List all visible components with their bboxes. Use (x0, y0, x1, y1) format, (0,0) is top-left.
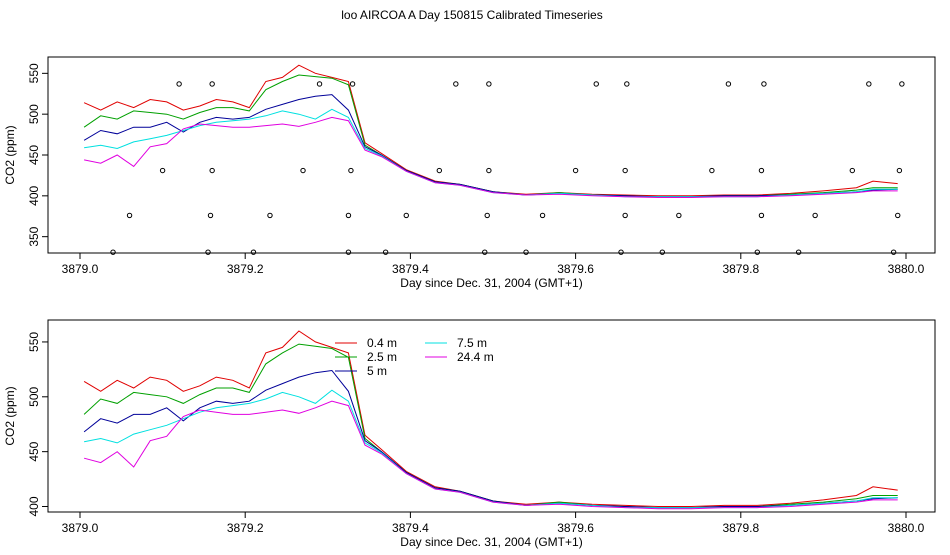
data-point (126, 212, 133, 219)
data-point (812, 212, 818, 219)
data-point (403, 212, 409, 219)
data-point (622, 167, 628, 174)
y-tick-label: 400 (27, 186, 41, 206)
series-line-5 (84, 116, 898, 198)
series-line-3 (83, 369, 898, 509)
data-point (486, 167, 492, 174)
plot-frame (47, 56, 936, 254)
series-line-1 (83, 330, 898, 507)
legend: 0.4 m2.5 m5 m 7.5 m24.4 m (335, 336, 494, 378)
x-axis-label: Day since Dec. 31, 2004 (GMT+1) (400, 535, 582, 549)
y-tick-label: 550 (27, 332, 41, 352)
data-point (761, 81, 767, 87)
x-tick-label: 3879.0 (62, 521, 99, 535)
x-tick-label: 3879.6 (557, 521, 594, 535)
legend-label: 24.4 m (457, 350, 494, 364)
data-point (758, 167, 765, 174)
y-tick-label: 350 (27, 226, 41, 246)
data-point (593, 81, 599, 87)
data-point (300, 167, 306, 174)
x-tick-label: 3879.8 (722, 262, 759, 276)
data-point (209, 167, 215, 174)
data-point (382, 249, 389, 255)
data-point (348, 167, 354, 174)
y-tick-label: 500 (27, 386, 41, 406)
data-point (349, 81, 356, 87)
data-point (899, 81, 905, 87)
x-tick-label: 3879.2 (227, 521, 264, 535)
data-point (345, 212, 352, 219)
legend-label: 0.4 m (367, 336, 397, 350)
series-line-1 (83, 64, 898, 197)
top-panel: 3879.0 3879.2 3879.4 3879.6 3879.8 3880.0 350 4… (3, 56, 936, 290)
x-tick-label: 3879.8 (722, 521, 759, 535)
data-point (436, 167, 443, 174)
series-line-3 (83, 94, 898, 198)
data-point (482, 249, 488, 255)
data-point (453, 81, 459, 87)
series-line-4 (84, 108, 898, 198)
y-tick-label: 550 (27, 63, 41, 83)
data-point (484, 212, 490, 219)
page-title: loo AIRCOA A Day 150815 Calibrated Times… (341, 8, 602, 22)
data-point (316, 81, 323, 87)
data-point (896, 167, 903, 174)
legend-label: 2.5 m (367, 350, 397, 364)
data-point (895, 212, 901, 219)
data-point (676, 212, 682, 219)
series-line-5 (83, 400, 898, 510)
data-point (795, 249, 802, 255)
data-point (572, 167, 579, 174)
y-tick-label: 450 (27, 441, 41, 461)
y-tick-label: 500 (27, 104, 41, 124)
x-tick-label: 3879.0 (62, 262, 99, 276)
data-point (618, 249, 624, 255)
data-point (890, 249, 897, 255)
series-line-4 (84, 389, 898, 509)
data-point (250, 249, 257, 255)
x-tick-label: 3879.4 (392, 262, 429, 276)
data-point (345, 249, 352, 255)
data-point (207, 212, 214, 219)
data-point (267, 212, 273, 219)
y-tick-label: 400 (27, 496, 41, 516)
data-point (758, 212, 765, 219)
data-point (159, 167, 166, 174)
data-point (754, 249, 761, 255)
data-point (110, 249, 116, 255)
data-point (622, 212, 628, 219)
x-tick-label: 3880.0 (888, 521, 925, 535)
data-point (486, 81, 492, 87)
x-tick-label: 3879.4 (392, 521, 429, 535)
bottom-panel: 3879.0 3879.2 3879.4 3879.6 3879.8 3880.0 400 4… (3, 319, 936, 549)
plot-frame (47, 319, 936, 513)
y-axis-label: CO2 (ppm) (3, 386, 17, 445)
data-point (849, 167, 856, 174)
data-point (209, 81, 215, 87)
series-line-2 (83, 74, 898, 198)
data-point (624, 81, 630, 87)
data-point (539, 212, 546, 219)
x-tick-label: 3879.2 (227, 262, 264, 276)
data-point (725, 81, 732, 87)
x-tick-label: 3880.0 (888, 262, 925, 276)
data-point (176, 81, 182, 87)
y-axis-label: CO2 (ppm) (3, 125, 17, 184)
x-tick-label: 3879.6 (557, 262, 594, 276)
data-point (659, 249, 666, 255)
series-line-2 (83, 343, 898, 509)
data-point (523, 249, 529, 255)
x-axis-label: Day since Dec. 31, 2004 (GMT+1) (400, 276, 582, 290)
y-tick-label: 450 (27, 145, 41, 165)
data-point (866, 81, 872, 87)
legend-label: 7.5 m (457, 336, 487, 350)
legend-label: 5 m (367, 364, 387, 378)
data-point (709, 167, 715, 174)
data-point (205, 249, 211, 255)
